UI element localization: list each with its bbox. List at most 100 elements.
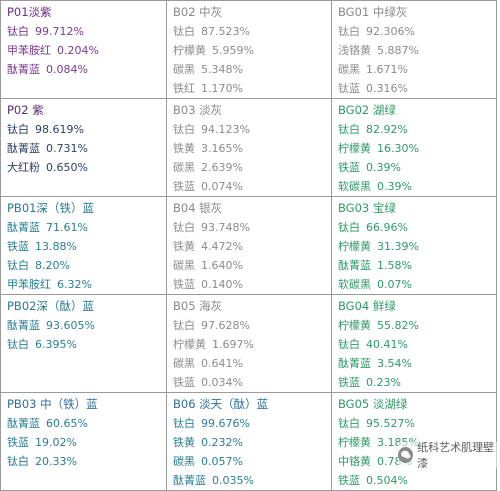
pigment-name: 柠檬黄 (338, 142, 371, 155)
pigment-name: 软碳黑 (338, 278, 371, 291)
pigment-name: 铁黄 (173, 240, 195, 253)
pigment-name: 大红粉 (7, 161, 40, 174)
pigment-line: 软碳黑 0.07% (338, 275, 496, 294)
formula-cell: P02 紫钛白 98.619% 酞菁蓝 0.731% 大红粉 0.650% (0, 98, 167, 197)
pigment-line: 钛白 97.628% (173, 316, 331, 335)
pigment-line: 铁蓝 0.074% (173, 177, 331, 196)
pigment-name: 钛白 (173, 417, 195, 430)
color-code-title: BG04 鲜绿 (338, 299, 396, 313)
color-code-title: P01淡紫 (7, 5, 52, 19)
pigment-percentage: 55.82% (377, 319, 419, 332)
formula-cell: BG01 中绿灰 钛白 92.306% 浅铬黄 5.887% 碳黑 1.671% 钛蓝 0.31… (331, 0, 497, 99)
pigment-line: 柠檬黄 31.39% (338, 237, 496, 256)
pigment-percentage: 1.697% (212, 338, 254, 351)
pigment-name: 铁黄 (173, 142, 195, 155)
pigment-name: 钛白 (338, 338, 360, 351)
wechat-icon (398, 447, 414, 463)
pigment-line: 钛白 87.523% (173, 22, 331, 41)
formula-cell: B06 淡天（酞）蓝 钛白 99.676% 铁黄 0.232% 碳黑 0.057% 酞菁蓝 0.… (166, 392, 332, 491)
color-code-title: BG01 中绿灰 (338, 5, 408, 19)
pigment-line: 酞菁蓝 93.605% (7, 316, 166, 335)
pigment-line: 钛白 99.676% (173, 414, 331, 433)
pigment-percentage: 0.504% (366, 474, 408, 487)
pigment-line: 柠檬黄 55.82% (338, 316, 496, 335)
color-code-title: P02 紫 (7, 103, 44, 117)
pigment-line: 酞菁蓝 0.084% (7, 60, 166, 79)
pigment-percentage: 16.30% (377, 142, 419, 155)
pigment-percentage: 5.887% (377, 44, 419, 57)
pigment-percentage: 0.641% (201, 357, 243, 370)
pigment-name: 铁蓝 (173, 180, 195, 193)
pigment-name: 铁蓝 (338, 161, 360, 174)
pigment-line: 碳黑 1.640% (173, 256, 331, 275)
pigment-percentage: 99.712% (35, 25, 84, 38)
pigment-percentage: 98.619% (35, 123, 84, 136)
pigment-name: 钛白 (7, 25, 29, 38)
pigment-line: 钛白 20.33% (7, 452, 166, 471)
pigment-line: 浅铬黄 5.887% (338, 41, 496, 60)
pigment-name: 钛白 (338, 123, 360, 136)
pigment-name: 酞菁蓝 (7, 417, 40, 430)
formula-row: P01淡紫钛白 99.712% 甲苯胺红 0.204% 酞菁蓝 0.084% B02 中灰钛… (0, 0, 497, 99)
pigment-line: 铁黄 4.472% (173, 237, 331, 256)
pigment-line: 铁蓝 13.88% (7, 237, 166, 256)
pigment-percentage: 95.527% (366, 417, 415, 430)
pigment-line: 铁蓝 0.504% (338, 471, 496, 490)
pigment-percentage: 93.605% (46, 319, 95, 332)
watermark: 纸科艺术肌理壁漆 (398, 441, 500, 470)
pigment-name: 碳黑 (338, 63, 360, 76)
pigment-line: 钛蓝 0.316% (338, 79, 496, 98)
formula-cell: P01淡紫钛白 99.712% 甲苯胺红 0.204% 酞菁蓝 0.084% (0, 0, 167, 99)
pigment-percentage: 92.306% (366, 25, 415, 38)
pigment-line: 碳黑 1.671% (338, 60, 496, 79)
pigment-line: 酞菁蓝 60.65% (7, 414, 166, 433)
pigment-name: 钛白 (7, 259, 29, 272)
pigment-name: 甲苯胺红 (7, 44, 51, 57)
pigment-name: 钛白 (338, 25, 360, 38)
pigment-line: 柠檬黄 5.959% (173, 41, 331, 60)
pigment-name: 甲苯胺红 (7, 278, 51, 291)
pigment-percentage: 0.39% (377, 180, 412, 193)
pigment-name: 酞菁蓝 (173, 474, 206, 487)
pigment-name: 柠檬黄 (338, 319, 371, 332)
pigment-name: 中铬黄 (338, 455, 371, 468)
pigment-percentage: 0.07% (377, 278, 412, 291)
pigment-line: 酞菁蓝 1.58% (338, 256, 496, 275)
formula-row: P02 紫钛白 98.619% 酞菁蓝 0.731% 大红粉 0.650% B03 淡灰 钛白… (0, 98, 497, 197)
formula-cell: BG03 宝绿 钛白 66.96% 柠檬黄 31.39% 酞菁蓝 1.58% 软碳黑 0.07% (331, 196, 497, 295)
pigment-percentage: 31.39% (377, 240, 419, 253)
formula-cell: PB03 中（铁）蓝 酞菁蓝 60.65% 铁蓝 19.02% 钛白 20.33% (0, 392, 167, 491)
formula-cell: PB01深（铁）蓝 酞菁蓝 71.61% 铁蓝 13.88% 钛白 8.20% 甲苯胺红 6.3… (0, 196, 167, 295)
pigment-line: 铁蓝 0.034% (173, 373, 331, 392)
formula-cell: BG04 鲜绿 柠檬黄 55.82% 钛白 40.41% 酞菁蓝 3.54% 铁蓝 0.23% (331, 294, 497, 393)
pigment-percentage: 40.41% (366, 338, 408, 351)
pigment-name: 酞菁蓝 (338, 357, 371, 370)
pigment-line: 铁蓝 0.140% (173, 275, 331, 294)
pigment-name: 钛白 (173, 319, 195, 332)
color-code-title: BG03 宝绿 (338, 201, 396, 215)
pigment-percentage: 13.88% (35, 240, 77, 253)
pigment-percentage: 3.54% (377, 357, 412, 370)
pigment-name: 铁黄 (173, 436, 195, 449)
pigment-percentage: 82.92% (366, 123, 408, 136)
pigment-name: 铁蓝 (338, 474, 360, 487)
pigment-name: 浅铬黄 (338, 44, 371, 57)
pigment-percentage: 0.39% (366, 161, 401, 174)
color-code-title: B02 中灰 (173, 5, 223, 19)
pigment-percentage: 0.204% (57, 44, 99, 57)
pigment-line: 钛白 8.20% (7, 256, 166, 275)
pigment-percentage: 66.96% (366, 221, 408, 234)
pigment-name: 钛白 (338, 221, 360, 234)
pigment-line: 钛白 6.395% (7, 335, 166, 354)
pigment-name: 柠檬黄 (173, 44, 206, 57)
formula-cell: B03 淡灰 钛白 94.123% 铁黄 3.165% 碳黑 2.639% 铁蓝 0.074% (166, 98, 332, 197)
formula-row: PB01深（铁）蓝 酞菁蓝 71.61% 铁蓝 13.88% 钛白 8.20% 甲苯胺红 6.3… (0, 196, 497, 295)
pigment-name: 碳黑 (173, 259, 195, 272)
pigment-percentage: 0.084% (46, 63, 88, 76)
color-code-title: B05 海灰 (173, 299, 223, 313)
color-code-title: PB02深（酞）蓝 (7, 299, 94, 313)
pigment-line: 铁黄 3.165% (173, 139, 331, 158)
pigment-percentage: 0.074% (201, 180, 243, 193)
pigment-line: 铁蓝 19.02% (7, 433, 166, 452)
